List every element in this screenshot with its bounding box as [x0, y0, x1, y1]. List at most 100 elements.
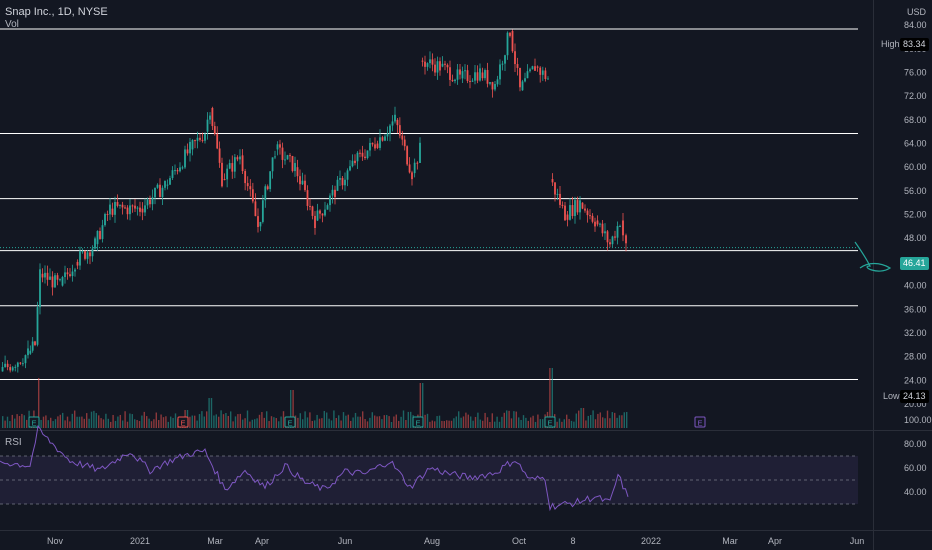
volume-bar	[532, 415, 534, 428]
candle	[484, 70, 486, 79]
candle	[14, 366, 17, 368]
volume-bar	[599, 412, 601, 428]
candle	[24, 355, 27, 364]
candle	[426, 63, 429, 67]
volume-bar	[623, 412, 625, 428]
volume-bar	[357, 416, 359, 428]
volume-bar	[491, 413, 493, 428]
candle	[106, 214, 109, 216]
volume-bar	[86, 413, 88, 428]
volume-bar	[350, 420, 352, 428]
volume-bar	[390, 421, 393, 428]
candle	[359, 152, 361, 154]
candle	[622, 220, 624, 236]
price-tick: 72.00	[904, 91, 927, 101]
rsi-indicator-label[interactable]: RSI	[5, 437, 22, 448]
candle	[421, 60, 424, 62]
volume-bar	[220, 410, 222, 428]
candle	[316, 210, 319, 221]
volume-bar	[52, 421, 54, 428]
low-value-badge: 24.13	[900, 390, 929, 403]
volume-bar	[438, 415, 441, 428]
candle	[216, 134, 219, 149]
volume-bar	[150, 421, 153, 428]
price-tick: 60.00	[904, 162, 927, 172]
candle	[39, 269, 41, 308]
candle	[491, 82, 494, 90]
volume-bar	[69, 421, 71, 428]
candle	[64, 272, 66, 278]
candle	[228, 163, 231, 169]
volume-bar	[93, 410, 95, 428]
volume-bar	[515, 411, 517, 428]
candle	[54, 275, 56, 288]
volume-bar	[482, 420, 484, 428]
candle	[146, 199, 149, 206]
volume-bar	[342, 412, 345, 428]
volume-bar	[256, 418, 258, 428]
candle	[301, 180, 304, 185]
candle	[329, 195, 331, 206]
volume-bar	[282, 411, 285, 428]
volume-bar	[242, 419, 244, 428]
price-tick: 32.00	[904, 328, 927, 338]
volume-bar	[494, 421, 496, 428]
candle	[184, 149, 186, 168]
volume-bar	[71, 413, 73, 428]
volume-bar	[105, 413, 107, 428]
volume-bar	[11, 414, 13, 428]
volume-bar	[340, 420, 342, 428]
volume-bar	[522, 415, 525, 428]
volume-bar	[129, 413, 131, 428]
price-tick: 64.00	[904, 139, 927, 149]
volume-bar	[489, 421, 491, 428]
volume-bar	[407, 411, 409, 428]
candle	[541, 70, 544, 75]
candle	[571, 205, 574, 217]
volume-bar	[338, 415, 340, 428]
candle	[279, 144, 281, 148]
earnings-marker-label: E	[180, 419, 185, 428]
volume-bar	[520, 419, 522, 428]
volume-bar	[110, 421, 112, 428]
volume-bar	[604, 418, 606, 428]
candle	[94, 238, 96, 249]
candle	[379, 137, 381, 148]
time-label: Mar	[722, 536, 738, 546]
time-label: 8	[570, 536, 575, 546]
volume-bar	[606, 410, 609, 428]
volume-bar	[616, 417, 618, 428]
rsi-line	[0, 424, 629, 512]
volume-bar	[362, 411, 364, 428]
symbol-title[interactable]: Snap Inc., 1D, NYSE	[5, 6, 108, 18]
volume-bar	[302, 419, 304, 428]
volume-bar	[124, 411, 126, 428]
candle	[259, 221, 262, 227]
volume-bar	[316, 414, 318, 428]
volume-indicator-label[interactable]: Vol	[5, 19, 19, 30]
candle	[501, 63, 504, 65]
candle	[581, 202, 584, 209]
volume-bar	[527, 420, 529, 428]
volume-bar	[318, 418, 321, 428]
candle	[276, 144, 279, 150]
volume-bar	[611, 412, 613, 428]
candle	[69, 274, 71, 277]
volume-bar	[158, 420, 160, 428]
candle	[536, 66, 539, 68]
time-label: Oct	[512, 536, 527, 546]
volume-bar	[299, 413, 301, 428]
candle	[369, 142, 371, 151]
candle	[559, 193, 561, 205]
candle	[459, 69, 461, 75]
volume-bar	[371, 412, 373, 428]
earnings-marker	[694, 416, 706, 428]
volume-bar	[376, 416, 378, 428]
volume-bar	[143, 411, 145, 428]
candle	[614, 236, 616, 238]
volume-bar	[304, 411, 306, 428]
candle	[269, 171, 272, 190]
price-tick: 84.00	[904, 20, 927, 30]
volume-bar	[232, 421, 234, 428]
